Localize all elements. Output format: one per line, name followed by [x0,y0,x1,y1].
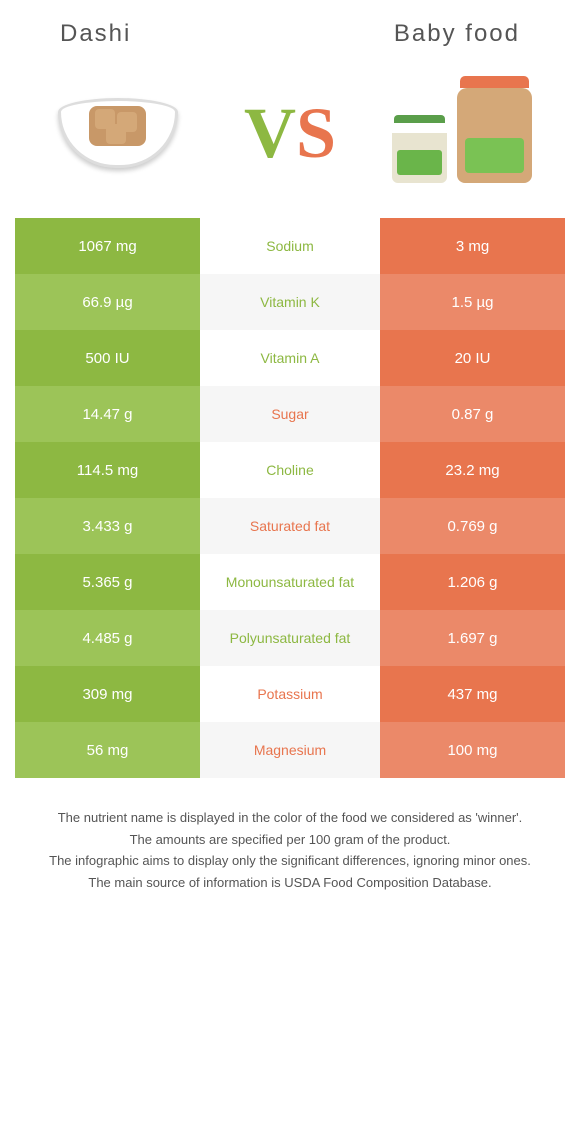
table-row: 3.433 gSaturated fat0.769 g [15,498,565,554]
table-row: 1067 mgSodium3 mg [15,218,565,274]
images-row: VS [0,58,580,218]
table-row: 66.9 µgVitamin K1.5 µg [15,274,565,330]
table-row: 4.485 gPolyunsaturated fat1.697 g [15,610,565,666]
left-value: 4.485 g [15,610,200,666]
right-food-title: Baby food [394,20,520,48]
left-food-title: Dashi [60,20,131,48]
header: Dashi Baby food [0,0,580,58]
left-value: 66.9 µg [15,274,200,330]
right-value: 100 mg [380,722,565,778]
table-row: 56 mgMagnesium100 mg [15,722,565,778]
right-value: 1.206 g [380,554,565,610]
left-value: 56 mg [15,722,200,778]
left-value: 14.47 g [15,386,200,442]
nutrient-label: Sugar [200,386,380,442]
nutrient-label: Polyunsaturated fat [200,610,380,666]
vs-v: V [244,93,296,173]
right-value: 1.697 g [380,610,565,666]
right-value: 437 mg [380,666,565,722]
table-row: 309 mgPotassium437 mg [15,666,565,722]
table-row: 14.47 gSugar0.87 g [15,386,565,442]
footer-notes: The nutrient name is displayed in the co… [0,778,580,914]
table-row: 5.365 gMonounsaturated fat1.206 g [15,554,565,610]
nutrient-label: Vitamin A [200,330,380,386]
right-value: 3 mg [380,218,565,274]
nutrient-label: Monounsaturated fat [200,554,380,610]
footer-line: The nutrient name is displayed in the co… [35,808,545,828]
left-value: 500 IU [15,330,200,386]
footer-line: The main source of information is USDA F… [35,873,545,893]
right-value: 0.87 g [380,386,565,442]
nutrient-label: Saturated fat [200,498,380,554]
nutrient-label: Vitamin K [200,274,380,330]
left-value: 1067 mg [15,218,200,274]
vs-s: S [296,93,336,173]
nutrient-label: Magnesium [200,722,380,778]
table-row: 114.5 mgCholine23.2 mg [15,442,565,498]
dashi-image [48,73,188,193]
footer-line: The infographic aims to display only the… [35,851,545,871]
nutrient-label: Potassium [200,666,380,722]
right-value: 23.2 mg [380,442,565,498]
right-value: 20 IU [380,330,565,386]
table-row: 500 IUVitamin A20 IU [15,330,565,386]
left-value: 309 mg [15,666,200,722]
left-value: 114.5 mg [15,442,200,498]
right-value: 1.5 µg [380,274,565,330]
nutrient-label: Sodium [200,218,380,274]
nutrient-label: Choline [200,442,380,498]
left-value: 3.433 g [15,498,200,554]
comparison-table: 1067 mgSodium3 mg66.9 µgVitamin K1.5 µg5… [0,218,580,778]
right-value: 0.769 g [380,498,565,554]
babyfood-image [392,73,532,193]
vs-label: VS [244,92,336,175]
footer-line: The amounts are specified per 100 gram o… [35,830,545,850]
left-value: 5.365 g [15,554,200,610]
